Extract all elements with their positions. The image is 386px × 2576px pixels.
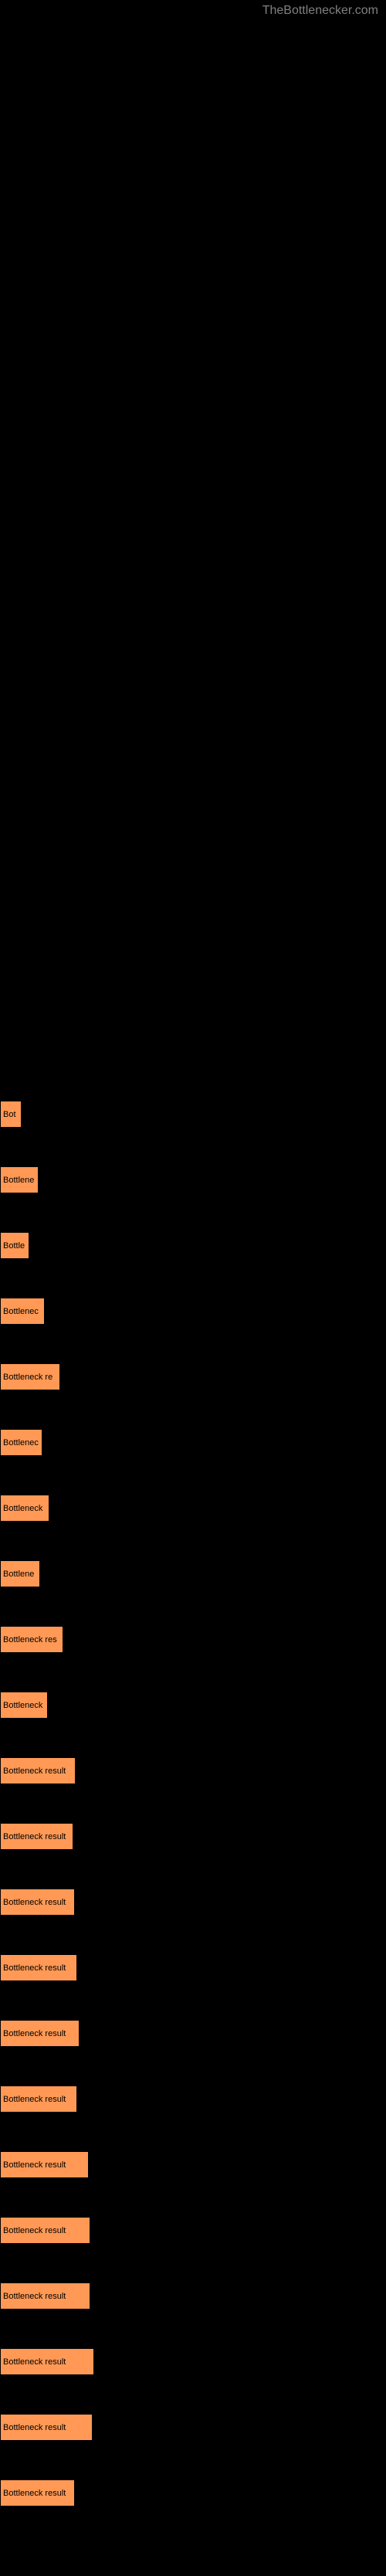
bar-7: Bottlene xyxy=(0,1560,40,1587)
bar-label: Bottleneck result xyxy=(3,2029,66,2038)
bar-label: Bottlene xyxy=(3,1570,34,1579)
watermark-text: TheBottlenecker.com xyxy=(262,4,378,18)
bar-row: Bottleneck result xyxy=(0,2282,386,2310)
bar-row: Bottleneck result xyxy=(0,2414,386,2441)
bar-label: Bottleneck result xyxy=(3,1963,66,1973)
bar-row: Bottleneck xyxy=(0,1692,386,1719)
bar-8: Bottleneck res xyxy=(0,1626,63,1653)
bar-14: Bottleneck result xyxy=(0,2020,80,2047)
bar-5: Bottlenec xyxy=(0,1429,42,1456)
bar-label: Bottle xyxy=(3,1241,25,1251)
bar-label: Bottlenec xyxy=(3,1438,39,1448)
bar-row: Bottleneck result xyxy=(0,1889,386,1916)
bar-label: Bottleneck result xyxy=(3,1767,66,1776)
bar-15: Bottleneck result xyxy=(0,2086,77,2113)
bar-label: Bottleneck xyxy=(3,1504,42,1513)
bar-1: Bottlene xyxy=(0,1166,39,1193)
bar-row: Bottleneck result xyxy=(0,1757,386,1784)
bar-2: Bottle xyxy=(0,1232,29,1259)
bar-6: Bottleneck xyxy=(0,1495,49,1522)
bar-row: Bottlene xyxy=(0,1166,386,1193)
bar-13: Bottleneck result xyxy=(0,1954,77,1981)
bar-17: Bottleneck result xyxy=(0,2217,90,2244)
bar-18: Bottleneck result xyxy=(0,2282,90,2310)
bar-label: Bottleneck result xyxy=(3,2489,66,2498)
bar-label: Bottleneck result xyxy=(3,1898,66,1907)
bar-label: Bottleneck result xyxy=(3,2357,66,2367)
bar-row: Bottleneck result xyxy=(0,2479,386,2506)
bar-label: Bottleneck result xyxy=(3,2226,66,2235)
chart-container: Bot Bottlene Bottle Bottlenec Bottleneck… xyxy=(0,0,386,2576)
bar-3: Bottlenec xyxy=(0,1298,45,1325)
bar-0: Bot xyxy=(0,1101,22,1128)
bar-11: Bottleneck result xyxy=(0,1823,73,1850)
bar-12: Bottleneck result xyxy=(0,1889,75,1916)
bar-row: Bottleneck re xyxy=(0,1363,386,1390)
bar-20: Bottleneck result xyxy=(0,2414,93,2441)
bar-9: Bottleneck xyxy=(0,1692,48,1719)
bar-label: Bottlene xyxy=(3,1176,34,1185)
bar-16: Bottleneck result xyxy=(0,2151,89,2178)
bar-label: Bottleneck res xyxy=(3,1635,57,1644)
bar-row: Bottleneck result xyxy=(0,1954,386,1981)
bar-21: Bottleneck result xyxy=(0,2479,75,2506)
bar-row: Bottleneck result xyxy=(0,2020,386,2047)
bar-label: Bottleneck result xyxy=(3,2423,66,2432)
bar-4: Bottleneck re xyxy=(0,1363,60,1390)
bar-label: Bottleneck xyxy=(3,1701,42,1710)
bar-label: Bottleneck result xyxy=(3,2095,66,2104)
bar-row: Bottleneck result xyxy=(0,2348,386,2375)
bar-10: Bottleneck result xyxy=(0,1757,76,1784)
bar-label: Bot xyxy=(3,1110,16,1119)
bar-row: Bottleneck xyxy=(0,1495,386,1522)
bar-label: Bottleneck re xyxy=(3,1373,52,1382)
bar-row: Bottle xyxy=(0,1232,386,1259)
bar-row: Bottlenec xyxy=(0,1298,386,1325)
bar-19: Bottleneck result xyxy=(0,2348,94,2375)
bar-row: Bottleneck res xyxy=(0,1626,386,1653)
bar-label: Bottleneck result xyxy=(3,2160,66,2170)
bar-label: Bottleneck result xyxy=(3,1832,66,1841)
bar-row: Bottleneck result xyxy=(0,1823,386,1850)
bar-row: Bottlene xyxy=(0,1560,386,1587)
bar-row: Bottleneck result xyxy=(0,2086,386,2113)
bar-row: Bottleneck result xyxy=(0,2217,386,2244)
bar-label: Bottleneck result xyxy=(3,2292,66,2301)
bar-row: Bot xyxy=(0,1101,386,1128)
bar-label: Bottlenec xyxy=(3,1307,39,1316)
bar-row: Bottleneck result xyxy=(0,2151,386,2178)
bar-row: Bottlenec xyxy=(0,1429,386,1456)
